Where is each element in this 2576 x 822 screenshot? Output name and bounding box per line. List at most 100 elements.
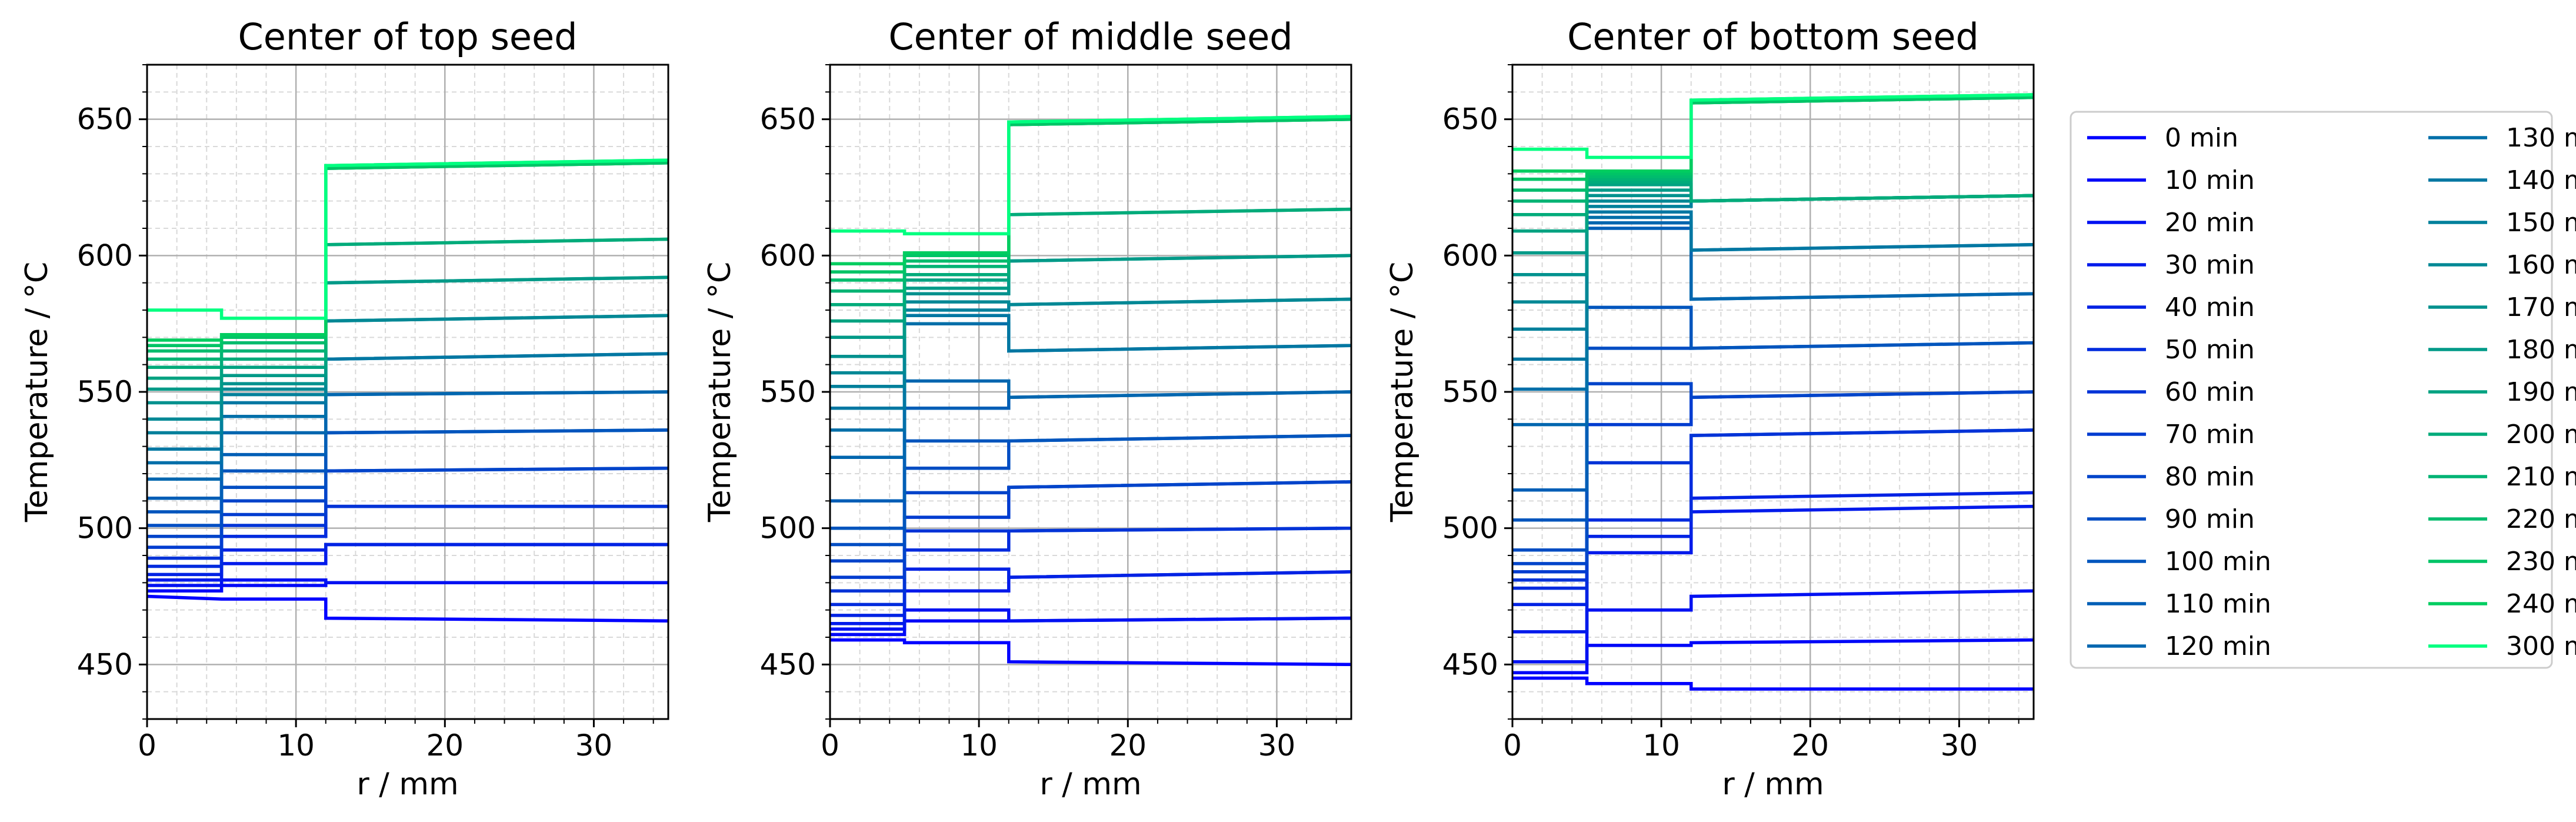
series-line-80-min — [830, 480, 1351, 563]
series-line-50-min — [830, 526, 1351, 607]
series-line-210-min — [830, 117, 1351, 293]
x-axis-label: r / mm — [356, 767, 458, 802]
y-tick-label: 550 — [77, 375, 133, 409]
legend-label: 120 min — [2165, 631, 2271, 661]
y-tick-label: 600 — [77, 238, 133, 272]
chart-title: Center of top seed — [238, 15, 577, 58]
legend-item: 220 min — [2428, 504, 2576, 534]
series-line-240-min — [830, 115, 1351, 265]
x-tick-label: 10 — [1642, 728, 1680, 763]
legend-item: 70 min — [2087, 420, 2255, 450]
series-line-0-min — [1512, 676, 2034, 691]
series-line-140-min — [1512, 210, 2034, 361]
legend-label: 170 min — [2506, 292, 2576, 322]
series-line-170-min — [830, 254, 1351, 358]
legend-item: 110 min — [2087, 589, 2271, 619]
legend-item: 20 min — [2087, 208, 2255, 238]
series-line-80-min — [1512, 382, 2034, 565]
y-tick-label: 650 — [760, 102, 816, 137]
series-line-110-min — [147, 390, 668, 500]
x-tick-label: 30 — [575, 728, 613, 763]
x-tick-label: 30 — [1941, 728, 1978, 763]
series-line-60-min — [1512, 428, 2034, 582]
legend-label: 50 min — [2165, 335, 2255, 365]
series-line-170-min — [147, 275, 668, 405]
legend-label: 180 min — [2506, 335, 2576, 365]
y-axis-label: Temperature / °C — [702, 262, 738, 523]
legend-item: 200 min — [2428, 420, 2576, 450]
series-line-180-min — [830, 254, 1351, 340]
legend-label: 10 min — [2165, 165, 2255, 195]
series-line-120-min — [830, 379, 1351, 459]
x-tick-label: 0 — [138, 728, 156, 763]
legend-item: 120 min — [2087, 631, 2271, 661]
series-line-120-min — [1512, 221, 2034, 427]
series-line-30-min — [1512, 504, 2034, 634]
legend-label: 230 min — [2506, 547, 2576, 577]
legend-label: 70 min — [2165, 420, 2255, 450]
series-line-140-min — [830, 314, 1351, 410]
y-axis-label: Temperature / °C — [1385, 262, 1420, 523]
y-tick-label: 600 — [760, 238, 816, 272]
legend-item: 180 min — [2428, 335, 2576, 365]
legend-item: 170 min — [2428, 292, 2576, 322]
series-line-20-min — [147, 578, 668, 587]
x-axis-label: r / mm — [1722, 767, 1824, 802]
legend-item: 10 min — [2087, 165, 2255, 195]
legend-item: 230 min — [2428, 547, 2576, 577]
legend-label: 220 min — [2506, 504, 2576, 534]
legend-label: 100 min — [2165, 547, 2271, 577]
legend-item: 150 min — [2428, 208, 2576, 238]
series-line-300-min — [830, 115, 1351, 236]
legend-item: 50 min — [2087, 335, 2255, 365]
legend-item: 0 min — [2087, 123, 2238, 153]
series-line-0-min — [147, 594, 668, 623]
series-line-130-min — [1512, 215, 2034, 391]
series-line-90-min — [147, 428, 668, 527]
legend-item: 210 min — [2428, 462, 2576, 492]
x-tick-label: 10 — [960, 728, 998, 763]
legend-label: 200 min — [2506, 420, 2576, 450]
series-line-40-min — [147, 543, 668, 577]
legend-item: 160 min — [2428, 250, 2576, 280]
chart-panel-1: 0 10 20 30 450 500 550 600 650 Center of top seed… — [19, 15, 669, 802]
x-tick-label: 10 — [277, 728, 315, 763]
series-line-210-min — [147, 161, 668, 361]
y-tick-label: 550 — [1442, 375, 1498, 409]
x-tick-label: 30 — [1258, 728, 1296, 763]
series-line-0-min — [830, 638, 1351, 667]
y-tick-label: 500 — [77, 511, 133, 545]
series-line-220-min — [147, 161, 668, 353]
series-line-150-min — [830, 297, 1351, 388]
legend-item: 300 min — [2428, 631, 2576, 661]
series-line-300-min — [147, 158, 668, 320]
legend-label: 150 min — [2506, 208, 2576, 238]
series-line-230-min — [1512, 95, 2034, 181]
y-tick-label: 450 — [760, 647, 816, 681]
legend-label: 110 min — [2165, 589, 2271, 619]
legend-label: 210 min — [2506, 462, 2576, 492]
legend-item: 60 min — [2087, 377, 2255, 407]
y-tick-label: 500 — [760, 511, 816, 545]
y-tick-label: 450 — [1442, 647, 1498, 681]
legend-label: 60 min — [2165, 377, 2255, 407]
legend-item: 130 min — [2428, 123, 2576, 153]
legend-item: 140 min — [2428, 165, 2576, 195]
legend-item: 40 min — [2087, 292, 2255, 322]
series-line-30-min — [830, 570, 1351, 625]
series-line-40-min — [830, 567, 1351, 617]
x-tick-label: 20 — [1791, 728, 1829, 763]
series-line-130-min — [830, 322, 1351, 432]
series-line-220-min — [1512, 95, 2034, 192]
legend-item: 190 min — [2428, 377, 2576, 407]
series-line-230-min — [830, 117, 1351, 274]
series-line-100-min — [1512, 305, 2034, 522]
series-line-60-min — [147, 504, 668, 560]
legend-item: 30 min — [2087, 250, 2255, 280]
chart-panel-3: 0 10 20 30 450 500 550 600 650 Center of bottom s… — [1385, 15, 2035, 802]
series-line-80-min — [147, 466, 668, 538]
legend-label: 140 min — [2506, 165, 2576, 195]
legend-item: 90 min — [2087, 504, 2255, 534]
legend-item: 240 min — [2428, 589, 2576, 619]
legend-label: 20 min — [2165, 208, 2255, 238]
